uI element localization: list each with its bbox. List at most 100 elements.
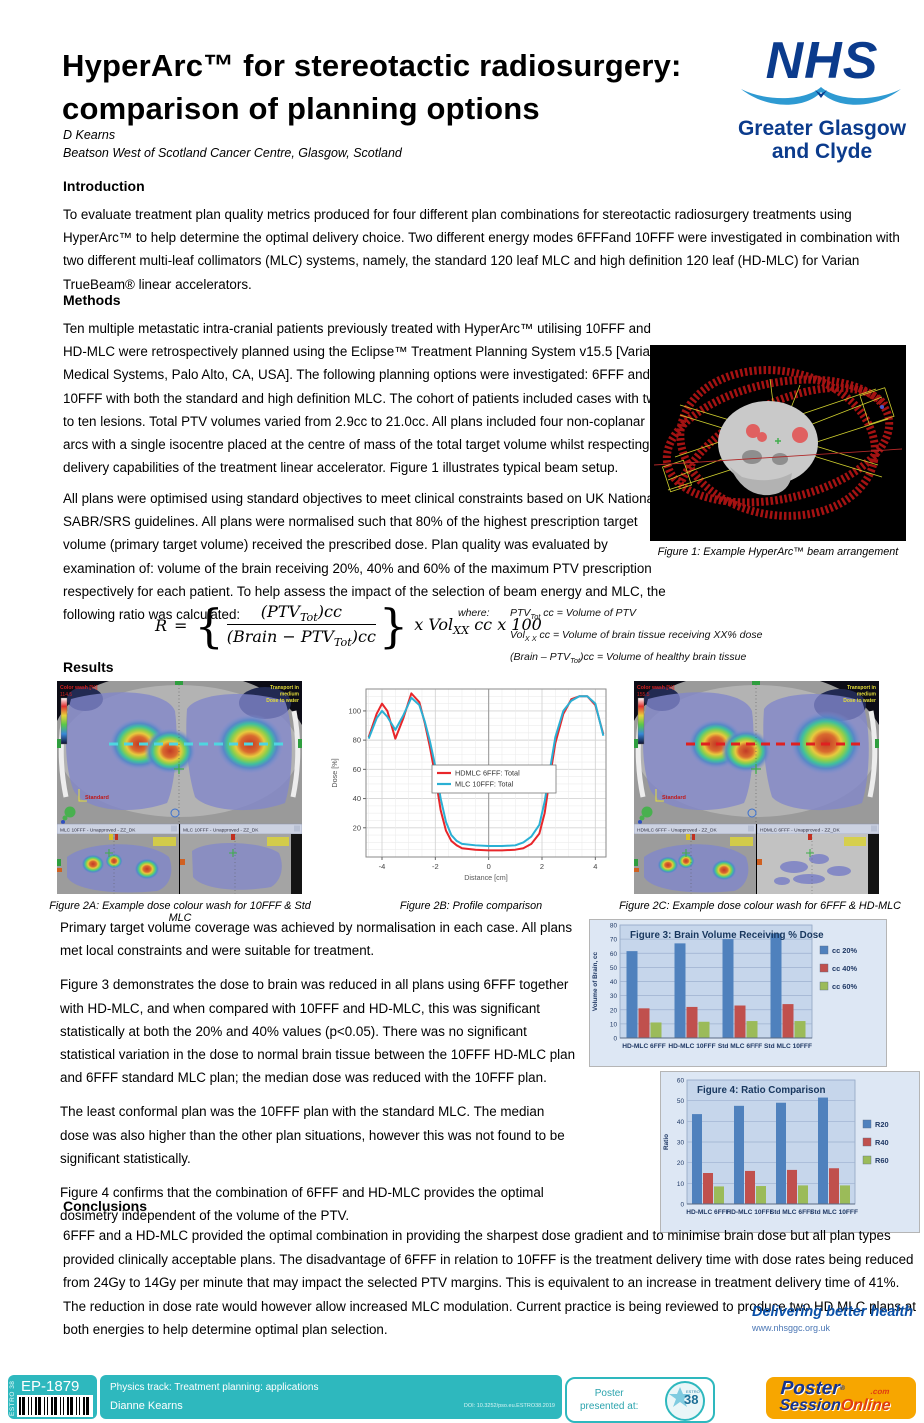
svg-text:MLC 10FFF: Total: MLC 10FFF: Total bbox=[455, 780, 514, 789]
svg-text:Std MLC 10FFF: Std MLC 10FFF bbox=[810, 1209, 858, 1216]
svg-text:20: 20 bbox=[610, 1007, 618, 1014]
svg-text:0: 0 bbox=[613, 1036, 617, 1043]
methods-heading: Methods bbox=[63, 292, 121, 308]
footer-main-bar: Physics track: Treatment planning: appli… bbox=[100, 1375, 562, 1419]
svg-text:4: 4 bbox=[593, 862, 597, 871]
standard-annotation: Standard bbox=[85, 795, 109, 801]
results-heading: Results bbox=[63, 659, 114, 675]
estro-star-icon bbox=[669, 1387, 691, 1407]
svg-text:40: 40 bbox=[353, 794, 361, 803]
svg-text:100: 100 bbox=[348, 706, 361, 715]
svg-text:cc 40%: cc 40% bbox=[832, 964, 857, 973]
formula-lhs: R bbox=[155, 616, 168, 636]
results-para1: Primary target volume coverage was achie… bbox=[60, 920, 573, 959]
footer-poster-id: EP-1879 bbox=[21, 1378, 80, 1395]
note-line1: Transport in bbox=[270, 685, 299, 691]
figure2a-dose-wash: Color wash [%] 114.5 Transport in medium… bbox=[57, 681, 302, 894]
panel-title-left: MLC 10FFF - Unapproved - ZZ_DK bbox=[60, 828, 136, 834]
title-line1: HyperArc™ for stereotactic radiosurgery: bbox=[62, 48, 682, 83]
introduction-body: To evaluate treatment plan quality metri… bbox=[63, 207, 900, 292]
nhs-swoosh-icon bbox=[741, 87, 901, 105]
figure3-chart-frame: 0 10 20 30 40 50 60 70 80 HD-MLC 6FFF HD-MLC 10FFF… bbox=[589, 919, 887, 1067]
footer-doi: DOI: 10.3252/pso.eu.ESTRO38.2019 bbox=[463, 1403, 555, 1409]
note-line2: medium bbox=[280, 692, 300, 698]
svg-text:HDMLC 6FFF: Total: HDMLC 6FFF: Total bbox=[455, 769, 520, 778]
where-label: where: bbox=[458, 607, 490, 619]
svg-text:R40: R40 bbox=[875, 1138, 889, 1147]
panel-title-right: MLC 10FFF - Unapproved - ZZ_DK bbox=[183, 828, 259, 834]
svg-text:cc 20%: cc 20% bbox=[832, 946, 857, 955]
colorwash-label: Color wash [%] bbox=[60, 685, 98, 691]
svg-text:30: 30 bbox=[610, 993, 618, 1000]
note-line1: Transport in bbox=[847, 685, 876, 691]
formula-brace-open: { bbox=[194, 598, 224, 653]
svg-text:cc 60%: cc 60% bbox=[832, 982, 857, 991]
footer-event-vertical: ESTRO 38 bbox=[9, 1380, 16, 1416]
qr-code bbox=[718, 1378, 759, 1419]
figure3-brain-volume-chart: 0 10 20 30 40 50 60 70 80 HD-MLC 6FFF HD-MLC 10FFF… bbox=[590, 920, 886, 1066]
nhs-sub2: and Clyde bbox=[771, 140, 873, 163]
conclusions-body: 6FFF and a HD-MLC provided the optimal c… bbox=[63, 1228, 916, 1338]
svg-text:0: 0 bbox=[487, 862, 491, 871]
svg-text:20: 20 bbox=[677, 1160, 685, 1167]
svg-text:Dose [%]: Dose [%] bbox=[330, 758, 339, 787]
figure2b-profile-chart: -4 -2 0 2 4 20 40 60 80 100 HDMLC 6FFF: Total MLC 1… bbox=[328, 681, 614, 893]
estro38-badge-icon: ESTRO 38 bbox=[665, 1381, 705, 1421]
methods-para2: All plans were optimised using standard … bbox=[63, 491, 666, 623]
barcode bbox=[17, 1395, 93, 1417]
svg-text:30: 30 bbox=[677, 1140, 685, 1147]
where-def3: (Brain – PTVTot)cc = Volume of healthy b… bbox=[510, 651, 747, 666]
svg-text:60: 60 bbox=[353, 765, 361, 774]
svg-text:70: 70 bbox=[610, 937, 618, 944]
svg-text:-4: -4 bbox=[379, 862, 386, 871]
svg-text:HD-MLC 10FFF: HD-MLC 10FFF bbox=[726, 1209, 773, 1216]
results-para4: Figure 4 confirms that the combination o… bbox=[60, 1185, 544, 1224]
badge-org: ESTRO bbox=[686, 1389, 700, 1394]
svg-text:80: 80 bbox=[353, 736, 361, 745]
presented-at-label: Poster presented at: bbox=[580, 1388, 639, 1412]
formula-equals: = bbox=[174, 616, 188, 636]
standard-annotation: Standard bbox=[662, 795, 686, 801]
panel-title-right: HDMLC 6FFF - Unapproved - ZZ_DK bbox=[760, 828, 840, 834]
svg-text:40: 40 bbox=[610, 979, 618, 986]
footer-track: Physics track: Treatment planning: appli… bbox=[110, 1382, 319, 1393]
svg-text:HD-MLC 6FFF: HD-MLC 6FFF bbox=[622, 1043, 666, 1050]
nhs-tagline-block: Delivering better health www.nhsggc.org.… bbox=[752, 1304, 913, 1333]
svg-text:0: 0 bbox=[680, 1202, 684, 1209]
footer-poster-id-block: ESTRO 38 EP-1879 bbox=[8, 1375, 97, 1419]
conclusions-heading: Conclusions bbox=[63, 1198, 148, 1214]
badge-number: 38 bbox=[684, 1392, 699, 1407]
results-text-column: Primary target volume coverage was achie… bbox=[60, 916, 577, 1227]
svg-text:Std MLC 6FFF: Std MLC 6FFF bbox=[718, 1043, 762, 1050]
pso-wordmark: Poster® .com SessionOnline bbox=[778, 1378, 892, 1414]
note-line3: Dose to water bbox=[266, 698, 299, 704]
presented-at-box: Poster presented at: ESTRO 38 bbox=[565, 1377, 715, 1423]
ratio-formula: R = { (PTVTot)cc (Brain − PTVTot)cc } x … bbox=[155, 602, 542, 649]
svg-text:50: 50 bbox=[610, 965, 618, 972]
results-para3: The least conformal plan was the 10FFF p… bbox=[60, 1104, 565, 1166]
svg-text:HD-MLC 10FFF: HD-MLC 10FFF bbox=[668, 1043, 715, 1050]
figure4-chart-frame: 0 10 20 30 40 50 60 HD-MLC 6FFF HD-MLC 10FFF Std … bbox=[660, 1071, 920, 1233]
svg-text:R60: R60 bbox=[875, 1156, 889, 1165]
note-line3: Dose to water bbox=[843, 698, 876, 704]
figure1-caption: Figure 1: Example HyperArc™ beam arrange… bbox=[657, 546, 899, 558]
svg-text:Figure 4: Ratio Comparison: Figure 4: Ratio Comparison bbox=[697, 1085, 825, 1096]
formula-brace-close: } bbox=[378, 598, 409, 653]
formula-fraction: (PTVTot)cc (Brain − PTVTot)cc bbox=[226, 602, 376, 650]
note-line2: medium bbox=[857, 692, 877, 698]
nhs-wordmark: NHS bbox=[765, 32, 879, 90]
svg-text:10: 10 bbox=[610, 1021, 618, 1028]
svg-text:10: 10 bbox=[677, 1181, 685, 1188]
formula-multiplier: x VolXX cc x 100 bbox=[414, 614, 542, 637]
title-line2: comparison of planning options bbox=[62, 91, 540, 126]
nhs-sub1: Greater Glasgow bbox=[737, 117, 907, 140]
nhs-url: www.nhsggc.org.uk bbox=[752, 1323, 831, 1333]
svg-text:HD-MLC 6FFF: HD-MLC 6FFF bbox=[686, 1209, 730, 1216]
svg-text:Distance [cm]: Distance [cm] bbox=[464, 873, 508, 882]
svg-text:2: 2 bbox=[540, 862, 544, 871]
svg-text:40: 40 bbox=[677, 1119, 685, 1126]
methods-para1: Ten multiple metastatic intra-cranial pa… bbox=[63, 321, 672, 476]
colorwash-label: Color wash [%] bbox=[637, 685, 675, 691]
